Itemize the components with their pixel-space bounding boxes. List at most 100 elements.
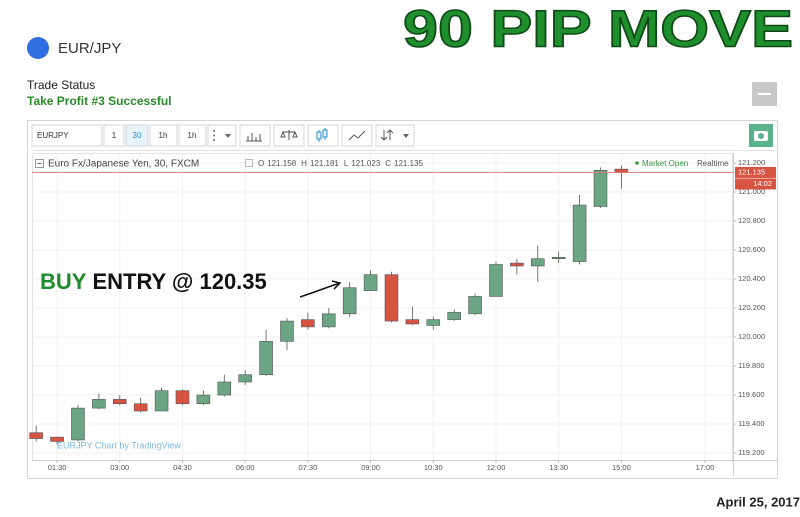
candle-body xyxy=(196,394,211,405)
interval-button[interactable] xyxy=(149,124,178,147)
x-tick-label: 04:30 xyxy=(173,463,192,472)
x-tick-label: 12:00 xyxy=(487,463,506,472)
annotation-highlight: BUY xyxy=(40,269,87,294)
interval-label: 1 xyxy=(112,131,117,140)
indicators-button[interactable] xyxy=(239,124,271,147)
candle-body xyxy=(384,274,399,322)
last-price-tag xyxy=(735,166,776,178)
symbol-input[interactable] xyxy=(31,124,103,147)
y-tick-label: 119.800 xyxy=(738,361,765,370)
toolbar: EURJPY 1 30 1h 1h xyxy=(31,124,773,147)
candle-body xyxy=(113,399,127,405)
x-tick-label: 03:00 xyxy=(110,463,129,472)
icon xyxy=(380,129,394,141)
camera-lens xyxy=(758,133,764,139)
y-tick-label: 120.600 xyxy=(738,245,765,254)
icon xyxy=(316,131,322,140)
candle-body xyxy=(426,319,441,326)
annotation-text: ENTRY @ 120.35 xyxy=(92,269,266,294)
legend-value: 121.181 xyxy=(310,159,339,168)
candle-body xyxy=(405,319,420,325)
candle-body xyxy=(572,204,587,262)
y-tick-label: 121.000 xyxy=(738,187,765,196)
icon xyxy=(246,133,262,142)
candle-body xyxy=(363,274,378,291)
y-tick-label: 120.400 xyxy=(738,274,765,283)
icon xyxy=(280,130,298,140)
candle-body xyxy=(238,374,252,383)
y-tick-label: 119.400 xyxy=(738,419,765,428)
interval-label: 1h xyxy=(188,131,197,140)
ohlc-legend: O 121.158 H 121.181 L 121.023 C 121.135 xyxy=(258,159,423,168)
y-tick-label: 119.200 xyxy=(738,448,765,457)
candle-body xyxy=(468,296,482,315)
dot xyxy=(213,130,215,132)
x-tick-label: 17:00 xyxy=(696,463,715,472)
candle-body xyxy=(133,403,148,412)
date: April 25, 2017 xyxy=(716,494,800,509)
candle-body xyxy=(301,319,315,328)
headline: 90 PIP MOVE xyxy=(403,1,793,59)
legend-value: 121.135 xyxy=(394,159,423,168)
countdown-tag xyxy=(735,178,776,190)
y-tick-label: 120.800 xyxy=(738,216,765,225)
candle-body xyxy=(322,313,336,328)
market-dot xyxy=(635,161,639,165)
x-tick-label: 01:30 xyxy=(48,463,67,472)
symbol: EUR/JPY xyxy=(58,40,121,57)
candle-body xyxy=(71,407,85,441)
x-tick-label: 07:30 xyxy=(298,463,317,472)
candle-body xyxy=(489,264,503,297)
interval-label: 1h xyxy=(159,131,168,140)
dot xyxy=(213,134,215,137)
templates-button[interactable] xyxy=(375,124,415,147)
interval-button[interactable] xyxy=(103,124,125,147)
legend-label: L xyxy=(344,159,349,168)
line-button[interactable] xyxy=(341,124,373,147)
legend-label: C xyxy=(385,159,391,168)
candle-body xyxy=(92,399,106,409)
candle-body xyxy=(531,258,545,267)
candle-body xyxy=(614,168,629,173)
interval-menu[interactable] xyxy=(207,124,237,147)
dropdown-arrow xyxy=(225,134,231,138)
interval-label: 30 xyxy=(133,131,142,140)
interval-button[interactable] xyxy=(178,124,207,147)
symbol-icon xyxy=(27,37,49,59)
feed: Realtime xyxy=(697,159,729,168)
annotation: BUY ENTRY @ 120.35 xyxy=(40,269,267,294)
icon xyxy=(348,130,366,141)
candle-body xyxy=(593,169,608,207)
candle-body xyxy=(259,341,273,376)
legend-value: 121.158 xyxy=(267,159,296,168)
legend-label: O xyxy=(258,159,264,168)
x-tick-label: 15:00 xyxy=(612,463,631,472)
candles xyxy=(29,165,629,445)
dropdown-arrow xyxy=(403,134,409,138)
x-tick-label: 06:00 xyxy=(236,463,255,472)
interval-button[interactable] xyxy=(125,124,149,147)
dot xyxy=(213,139,215,141)
candle-body xyxy=(217,381,232,396)
x-tick-label: 09:00 xyxy=(361,463,380,472)
y-tick-label: 120.000 xyxy=(738,332,765,341)
status-label: Trade Status xyxy=(27,78,95,92)
candle-body xyxy=(342,287,357,315)
market-status: Market Open xyxy=(642,159,688,168)
status: Take Profit #3 Successful xyxy=(27,94,172,108)
candle-body xyxy=(175,390,190,405)
candle-body xyxy=(447,312,461,320)
y-tick-label: 120.200 xyxy=(738,303,765,312)
candle-body xyxy=(551,256,566,260)
chart-title: Euro Fx/Japanese Yen, 30, FXCM xyxy=(48,159,199,170)
grid xyxy=(32,153,733,460)
legend-value: 121.023 xyxy=(351,159,380,168)
y-tick-label: 121.200 xyxy=(738,158,765,167)
legend-checkbox[interactable] xyxy=(245,159,253,167)
watermark: EURJPY Chart by TradingView xyxy=(57,440,181,450)
last-price-label: 121.135 xyxy=(738,167,765,176)
candle-body xyxy=(154,390,169,412)
y-tick-label: 119.600 xyxy=(738,390,765,399)
countdown-label: 14:02 xyxy=(753,179,772,188)
